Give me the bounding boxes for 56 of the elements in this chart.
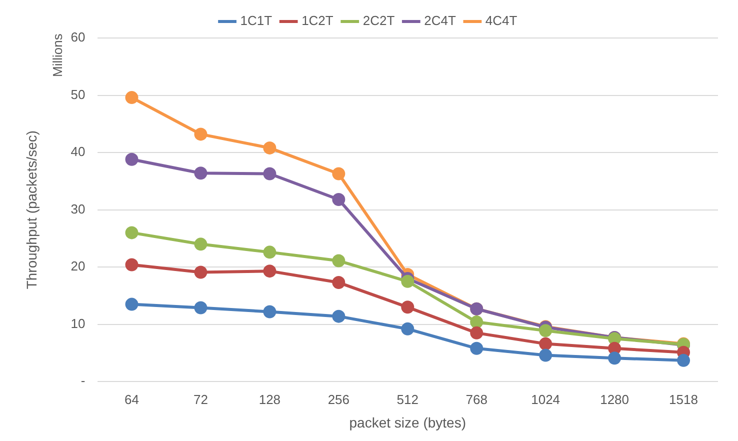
point: [125, 258, 138, 272]
point: [539, 348, 552, 362]
point: [263, 246, 276, 259]
point: [194, 301, 208, 314]
point: [539, 324, 552, 338]
y-tick-label: 40: [70, 144, 86, 160]
point: [677, 354, 690, 367]
y-tick-label: 30: [70, 201, 86, 216]
point: [263, 305, 276, 318]
x-tick-label: 1518: [669, 392, 698, 407]
x-tick-label: 1280: [600, 392, 630, 407]
point: [608, 352, 622, 365]
x-tick-label: 512: [396, 392, 418, 407]
x-tick-label: 1024: [531, 392, 560, 407]
y-tick-label: 50: [70, 86, 86, 102]
point: [332, 310, 346, 323]
point: [401, 300, 414, 314]
point: [125, 226, 138, 240]
point: [263, 141, 276, 154]
legend-label: 4C4T: [485, 13, 518, 28]
point: [263, 167, 276, 180]
point: [194, 128, 208, 141]
y-tick-label: 10: [70, 316, 86, 331]
point: [470, 316, 484, 329]
point: [194, 166, 208, 180]
point: [539, 337, 552, 350]
point: [125, 298, 138, 311]
legend-label: 1C2T: [302, 13, 334, 28]
point: [608, 342, 622, 355]
point: [125, 91, 138, 104]
point: [194, 266, 208, 279]
x-tick-label: 256: [328, 392, 350, 407]
x-axis-title: packet size (bytes): [349, 414, 466, 430]
point: [332, 254, 346, 268]
point: [125, 152, 138, 166]
y-axis-title: Throughput (packets/sec): [23, 130, 40, 290]
text: Millions: [50, 34, 65, 77]
point: [470, 326, 484, 340]
x-tick-label: 128: [258, 392, 281, 407]
y-tick-label: -: [80, 373, 86, 388]
legend-label: 2C2T: [362, 13, 395, 28]
x-tick-label: 72: [193, 392, 208, 407]
point: [332, 167, 346, 180]
point: [194, 238, 208, 251]
legend-label: 1C1T: [240, 13, 272, 28]
x-tick-label: 768: [466, 392, 488, 407]
y-tick-label: 60: [70, 30, 86, 45]
point: [332, 276, 346, 290]
point: [401, 322, 414, 336]
point: [263, 264, 276, 278]
y-tick-label: 20: [70, 258, 86, 274]
point: [332, 192, 346, 206]
legend-label: 2C4T: [424, 13, 456, 28]
point: [401, 274, 414, 288]
x-tick-label: 64: [124, 392, 139, 407]
point: [470, 342, 484, 355]
